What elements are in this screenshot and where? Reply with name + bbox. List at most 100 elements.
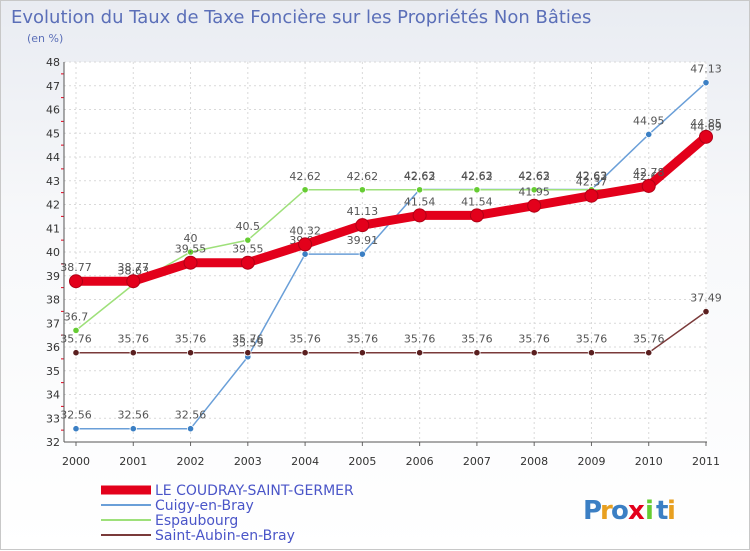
series-point: [244, 349, 252, 357]
logo-letter: r: [600, 496, 613, 526]
series-point: [355, 218, 370, 233]
series-line: [75, 310, 707, 354]
data-label: 42.63: [576, 170, 608, 183]
series-point: [69, 274, 83, 289]
y-tick-label: 40: [46, 246, 60, 259]
data-label: 36.7: [64, 310, 89, 323]
y-tick-label: 36: [46, 341, 60, 354]
data-label: 35.76: [175, 333, 207, 346]
data-label: 38.77: [60, 261, 92, 274]
data-label: 35.76: [518, 333, 550, 346]
legend-label: Espaubourg: [155, 513, 238, 529]
data-label: 32.56: [60, 409, 92, 422]
series-point: [473, 349, 481, 357]
x-tick-label: 2011: [692, 455, 720, 468]
data-label: 42.62: [461, 170, 493, 183]
series-point: [358, 250, 366, 258]
y-tick-label: 32: [46, 436, 60, 449]
data-label: 41.54: [461, 195, 493, 208]
logo-letter: i: [667, 496, 676, 526]
x-tick-label: 2006: [406, 455, 434, 468]
series-point: [183, 255, 198, 270]
y-tick-label: 41: [46, 222, 60, 235]
series-point: [72, 425, 80, 433]
series-point: [587, 349, 596, 357]
series-point: [301, 349, 309, 357]
x-tick-label: 2009: [577, 455, 605, 468]
series-point: [72, 349, 80, 357]
data-label: 35.76: [118, 333, 150, 346]
data-label: 41.95: [518, 186, 550, 199]
data-label: 32.56: [118, 409, 150, 422]
logo-letter: t: [656, 496, 668, 526]
series-point: [473, 186, 481, 194]
data-label: 35.59: [232, 337, 264, 350]
series-point: [186, 248, 195, 256]
series-point: [186, 425, 195, 433]
series-point: [530, 186, 538, 194]
series-point: [416, 186, 424, 194]
series-point: [530, 349, 538, 357]
data-label: 41.13: [347, 205, 379, 218]
series-point: [126, 274, 141, 289]
y-tick-label: 43: [46, 175, 60, 188]
series-point: [702, 79, 710, 87]
data-label: 35.76: [461, 333, 493, 346]
logo-letter: o: [611, 496, 629, 526]
data-label: 39.55: [232, 243, 264, 256]
data-label: 42.62: [289, 170, 321, 183]
data-label: 35.76: [633, 333, 665, 346]
data-label: 40: [184, 232, 198, 245]
data-label: 42.62: [576, 170, 608, 183]
data-label: 42.78: [633, 166, 665, 179]
legend-label: Cuigy-en-Bray: [155, 498, 254, 514]
chart-subtitle: (en %): [27, 32, 63, 45]
series-point: [240, 255, 255, 270]
data-label: 39.55: [175, 243, 207, 256]
y-tick-label: 46: [46, 104, 60, 117]
data-label: 42.62: [404, 170, 436, 183]
series-point: [358, 349, 366, 357]
series-point: [527, 198, 542, 213]
data-label: 47.13: [690, 63, 722, 76]
series-point: [72, 326, 80, 334]
series-point: [301, 250, 309, 258]
y-tick-label: 37: [46, 317, 60, 330]
data-label: 42.63: [404, 170, 436, 183]
y-tick-label: 48: [46, 56, 60, 69]
y-tick-label: 35: [46, 365, 60, 378]
data-label: 44.95: [633, 114, 665, 127]
x-tick-label: 2000: [62, 455, 90, 468]
data-label: 42.63: [518, 170, 550, 183]
series-point: [298, 237, 313, 252]
series-point: [129, 349, 137, 357]
series-point: [186, 349, 195, 357]
data-label: 44.85: [690, 117, 722, 130]
data-label: 44.69: [690, 121, 722, 134]
x-tick-label: 2001: [119, 455, 147, 468]
chart-title: Evolution du Taux de Taxe Foncière sur l…: [11, 7, 591, 28]
y-tick-label: 33: [46, 412, 60, 425]
data-label: 42.37: [576, 176, 608, 189]
series-point: [412, 208, 427, 223]
y-tick-label: 47: [46, 80, 60, 93]
data-label: 41.54: [404, 195, 436, 208]
data-label: 35.76: [289, 333, 321, 346]
x-tick-label: 2004: [291, 455, 319, 468]
plot-area: 32 33 34 35 36 37 38 39 40 41 42 43 44 45 46 47 48 2000 20…: [46, 56, 722, 468]
x-tick-label: 2002: [177, 455, 205, 468]
series-point: [645, 130, 653, 139]
series-point: [702, 308, 710, 316]
data-label: 40.5: [236, 220, 261, 233]
y-tick-label: 39: [46, 270, 60, 283]
data-label: 37.49: [690, 292, 722, 305]
y-tick-label: 44: [46, 151, 60, 164]
x-tick-label: 2003: [234, 455, 262, 468]
data-label: 35.76: [347, 333, 379, 346]
data-label: 40.32: [289, 224, 321, 237]
data-label: 35.76: [60, 333, 92, 346]
data-label: 32.56: [175, 409, 207, 422]
x-tick-label: 2005: [348, 455, 376, 468]
legend-label: Saint-Aubin-en-Bray: [155, 528, 295, 544]
series-point: [469, 208, 484, 223]
